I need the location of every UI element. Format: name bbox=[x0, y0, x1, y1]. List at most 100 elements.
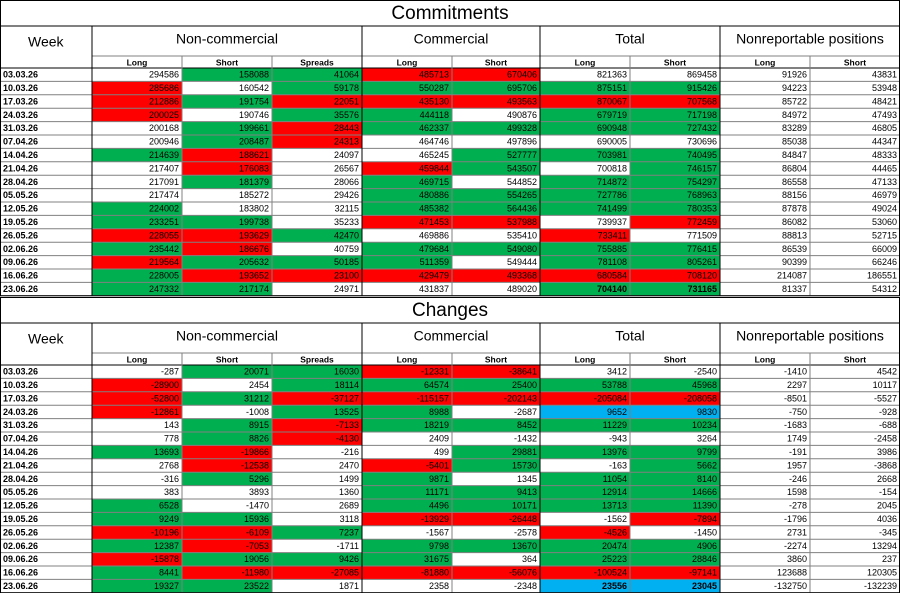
cell-fill bbox=[630, 525, 720, 540]
value-cell: 35576 bbox=[334, 110, 359, 120]
week-cell: 31.03.26 bbox=[3, 420, 38, 430]
value-cell: 771509 bbox=[687, 230, 717, 240]
value-cell: 469886 bbox=[419, 230, 449, 240]
value-cell: 527777 bbox=[507, 150, 537, 160]
cell-fill bbox=[810, 552, 900, 566]
value-cell: 12914 bbox=[602, 487, 627, 497]
value-cell: 47133 bbox=[872, 177, 897, 187]
value-cell: 15936 bbox=[244, 514, 269, 524]
week-cell: 09.06.26 bbox=[3, 554, 38, 564]
cell-fill bbox=[630, 445, 720, 459]
value-cell: 741499 bbox=[597, 204, 627, 214]
cell-fill bbox=[452, 552, 540, 566]
cell-fill bbox=[452, 135, 540, 149]
value-cell: 564436 bbox=[507, 204, 537, 214]
cell-fill bbox=[452, 458, 540, 473]
value-cell: 704140 bbox=[597, 284, 627, 294]
column-header: Short bbox=[844, 354, 866, 364]
cell-fill bbox=[540, 148, 630, 162]
group-header: Commercial bbox=[414, 31, 489, 47]
cell-fill bbox=[720, 135, 810, 149]
value-cell: 200025 bbox=[149, 110, 179, 120]
cell-fill bbox=[540, 215, 630, 229]
value-cell: -2687 bbox=[514, 407, 537, 417]
value-cell: 4036 bbox=[877, 514, 897, 524]
week-cell: 17.03.26 bbox=[3, 96, 38, 106]
cell-fill bbox=[720, 94, 810, 109]
value-cell: 53788 bbox=[602, 380, 627, 390]
value-cell: 224002 bbox=[149, 204, 179, 214]
group-header: Non-commercial bbox=[176, 328, 278, 344]
cell-fill bbox=[272, 566, 362, 580]
cell-fill bbox=[272, 365, 362, 379]
cell-fill bbox=[92, 188, 182, 202]
value-cell: 233251 bbox=[149, 217, 179, 227]
cell-fill bbox=[630, 485, 720, 499]
cell-fill bbox=[810, 458, 900, 473]
cell-fill bbox=[540, 579, 630, 593]
cell-fill bbox=[720, 512, 810, 526]
cell-fill bbox=[272, 458, 362, 473]
cell-fill bbox=[452, 202, 540, 216]
value-cell: 733411 bbox=[598, 230, 627, 240]
value-cell: 66246 bbox=[872, 257, 897, 267]
cell-fill bbox=[540, 175, 630, 189]
value-cell: 13670 bbox=[512, 541, 537, 551]
cell-fill bbox=[452, 365, 540, 379]
value-cell: -7053 bbox=[246, 541, 269, 551]
cell-fill bbox=[362, 525, 452, 540]
value-cell: 731165 bbox=[687, 284, 717, 294]
cell-fill bbox=[452, 242, 540, 256]
cell-fill bbox=[92, 445, 182, 459]
value-cell: 86804 bbox=[782, 163, 807, 173]
week-cell: 10.03.26 bbox=[3, 83, 38, 93]
value-cell: 8452 bbox=[517, 420, 537, 430]
value-cell: -19866 bbox=[241, 447, 269, 457]
week-cell: 10.03.26 bbox=[3, 380, 38, 390]
cell-fill bbox=[630, 135, 720, 149]
cell-fill bbox=[452, 188, 540, 202]
cell-fill bbox=[630, 432, 720, 446]
cell-fill bbox=[452, 539, 540, 553]
cell-fill bbox=[272, 202, 362, 216]
cell-fill bbox=[362, 391, 452, 406]
cell-fill bbox=[182, 215, 272, 229]
value-cell: -8501 bbox=[784, 393, 807, 403]
cell-fill bbox=[810, 228, 900, 243]
cell-fill bbox=[92, 552, 182, 566]
value-cell: 1749 bbox=[787, 434, 807, 444]
value-cell: -1432 bbox=[514, 434, 537, 444]
cell-fill bbox=[540, 552, 630, 566]
value-cell: -7133 bbox=[336, 420, 359, 430]
cell-fill bbox=[182, 552, 272, 566]
column-header: Short bbox=[216, 57, 238, 67]
value-cell: 247332 bbox=[149, 284, 179, 294]
value-cell: -1470 bbox=[246, 501, 269, 511]
week-cell: 28.04.26 bbox=[3, 177, 38, 187]
value-cell: 43831 bbox=[872, 70, 897, 80]
cell-fill bbox=[182, 202, 272, 216]
value-cell: -132750 bbox=[774, 581, 807, 591]
value-cell: 20474 bbox=[602, 541, 627, 551]
week-cell: 23.06.26 bbox=[3, 284, 38, 294]
value-cell: 18219 bbox=[424, 420, 449, 430]
value-cell: 8140 bbox=[697, 474, 717, 484]
value-cell: 228005 bbox=[149, 271, 179, 281]
value-cell: 228055 bbox=[149, 230, 179, 240]
cell-fill bbox=[362, 121, 452, 135]
cell-fill bbox=[810, 148, 900, 162]
cell-fill bbox=[540, 378, 630, 392]
cell-fill bbox=[92, 432, 182, 446]
cell-fill bbox=[452, 391, 540, 406]
cell-fill bbox=[540, 228, 630, 243]
value-cell: 14666 bbox=[692, 487, 717, 497]
value-cell: 52715 bbox=[872, 230, 897, 240]
value-cell: -1567 bbox=[426, 527, 449, 537]
cell-fill bbox=[540, 525, 630, 540]
value-cell: 2045 bbox=[877, 501, 897, 511]
cell-fill bbox=[540, 432, 630, 446]
value-cell: 183802 bbox=[239, 204, 269, 214]
cell-fill bbox=[720, 228, 810, 243]
cell-fill bbox=[540, 418, 630, 432]
